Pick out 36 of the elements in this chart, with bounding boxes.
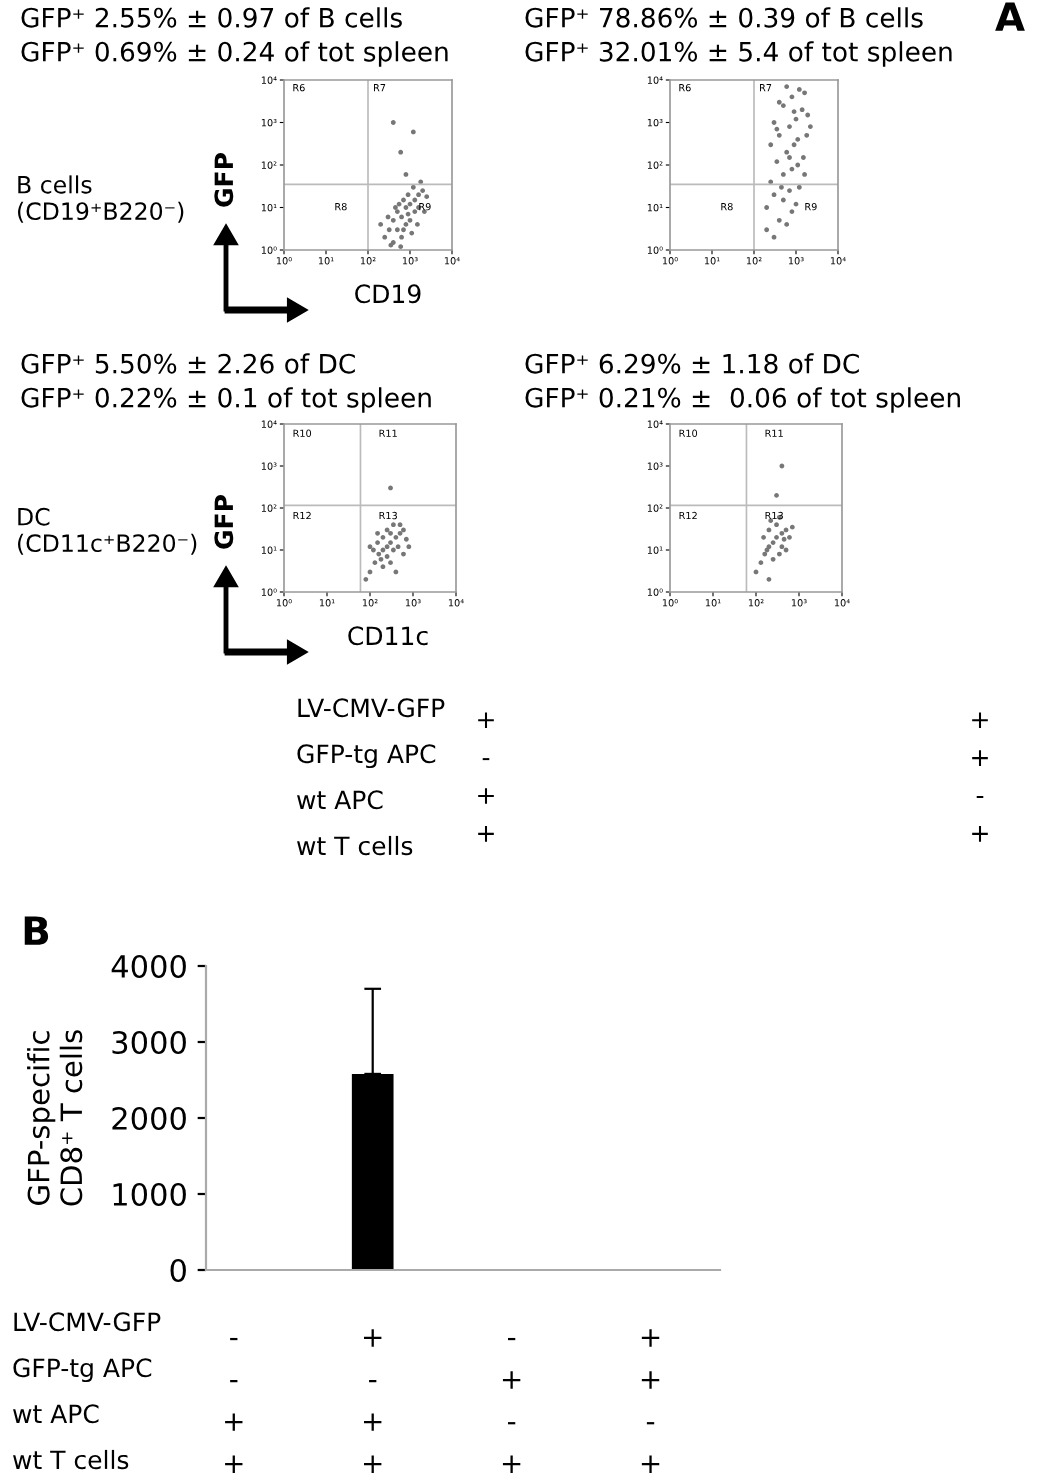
- category-label: + + - +: [641, 1329, 660, 1473]
- chart-subtitle: GFP⁺ 32.01% ± 5.4 of tot spleen: [525, 41, 952, 67]
- text: + + - +: [972, 712, 988, 842]
- x-axis-title: CD11c: [348, 626, 428, 646]
- chart-title: GFP⁺ 6.29% ± 1.18 of DC: [525, 353, 859, 374]
- y-axis-title: GFP-specific CD8⁺ T cells: [27, 1030, 83, 1206]
- text: DC (CD11c⁺B220⁻): [18, 507, 197, 555]
- y-tick-label: 4000: [111, 954, 186, 979]
- text: wt APC: [297, 790, 383, 810]
- y-axis-title: GFP: [214, 495, 234, 549]
- text: LV-CMV-GFP: [298, 698, 445, 718]
- text: B: [24, 916, 49, 945]
- y-tick-label: 3000: [112, 1030, 186, 1055]
- chart-title: GFP⁺ 78.86% ± 0.39 of B cells: [525, 7, 923, 28]
- text: wt T cells: [297, 835, 413, 856]
- chart-subtitle: GFP⁺ 0.22% ± 0.1 of tot spleen: [21, 387, 431, 413]
- y-tick-label: 2000: [112, 1106, 186, 1131]
- x-axis-title: CD19: [355, 284, 421, 304]
- category-label: - - + +: [225, 1337, 243, 1473]
- y-tick-label: 0: [170, 1258, 186, 1283]
- chart-title: GFP⁺ 2.55% ± 0.97 of B cells: [21, 7, 402, 28]
- text: + - + +: [478, 712, 494, 842]
- text: A: [995, 2, 1025, 31]
- text: GFP-tg APC: [297, 744, 436, 769]
- chart-subtitle: GFP⁺ 0.69% ± 0.24 of tot spleen: [21, 41, 448, 67]
- text: LV-CMV-GFP: [14, 1312, 161, 1332]
- text: B cells (CD19⁺B220⁻): [18, 175, 184, 223]
- text: GFP-tg APC: [13, 1358, 152, 1383]
- text: wt T cells: [13, 1449, 129, 1470]
- category-label: + - + +: [364, 1329, 382, 1473]
- text: wt APC: [13, 1404, 99, 1424]
- chart-title: GFP⁺ 5.50% ± 2.26 of DC: [21, 353, 355, 374]
- y-tick-label: 1000: [113, 1182, 186, 1207]
- category-label: - + - +: [502, 1337, 521, 1473]
- chart-subtitle: GFP⁺ 0.21% ± 0.06 of tot spleen: [525, 387, 960, 413]
- y-axis-title: GFP: [214, 153, 234, 207]
